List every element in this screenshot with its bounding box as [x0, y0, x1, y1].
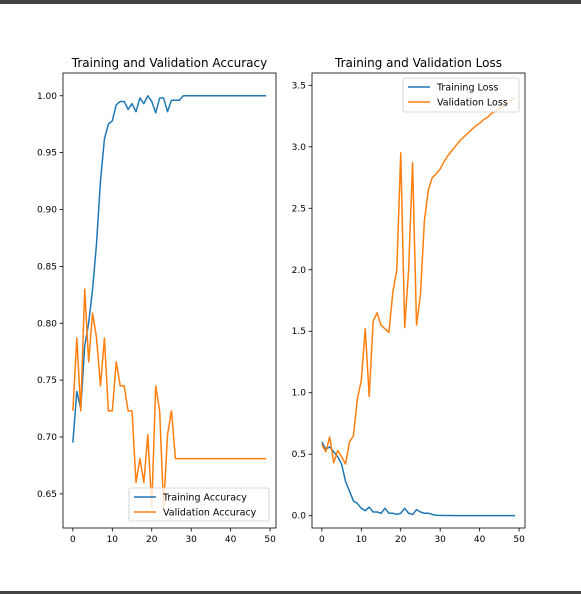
loss-plot-x-ticks: 0 10 20 30 40 50	[319, 528, 525, 545]
accuracy-y-tick-label-0: 0.65	[37, 490, 57, 500]
accuracy-y-tick-label-7: 1.00	[37, 92, 57, 102]
accuracy-plot-axes-frame	[62, 72, 277, 529]
accuracy-legend-box	[128, 487, 270, 522]
loss-series-line-0	[321, 441, 516, 517]
accuracy-y-tick-label-5: 0.90	[37, 206, 57, 216]
loss-y-tick-label-2: 1.0	[292, 389, 307, 399]
accuracy-x-tick-label-0: 0	[70, 535, 76, 545]
accuracy-plot-title: Training and Validation Accuracy	[71, 56, 267, 70]
accuracy-plot-x-ticks: 0 10 20 30 40 50	[70, 528, 276, 545]
accuracy-y-tick-label-4: 0.85	[37, 262, 57, 272]
loss-y-tick-label-6: 3.0	[292, 143, 307, 153]
accuracy-plot-lines	[72, 95, 267, 509]
loss-plot-title: Training and Validation Loss	[334, 56, 502, 70]
loss-y-tick-label-7: 3.5	[292, 81, 306, 91]
accuracy-plot-y-ticks: 0.65 0.70 0.75 0.80 0.85 0.90 0.95 1.00	[37, 92, 63, 500]
loss-x-tick-label-4: 40	[474, 535, 486, 545]
loss-x-tick-label-1: 10	[356, 535, 368, 545]
accuracy-y-tick-label-1: 0.70	[37, 433, 57, 443]
accuracy-series-line-1	[72, 288, 267, 509]
accuracy-x-tick-label-4: 40	[225, 535, 237, 545]
loss-plot-lines	[321, 96, 516, 517]
accuracy-x-tick-label-1: 10	[107, 535, 119, 545]
loss-y-tick-label-4: 2.0	[292, 266, 307, 276]
legend-label-training-accuracy: Training Accuracy	[162, 493, 247, 504]
loss-y-tick-label-3: 1.5	[292, 327, 306, 337]
loss-legend-box	[402, 77, 520, 113]
accuracy-x-tick-label-3: 30	[185, 535, 197, 545]
loss-y-tick-label-1: 0.5	[292, 450, 306, 460]
loss-x-tick-label-3: 30	[434, 535, 446, 545]
legend-label-validation-accuracy: Validation Accuracy	[163, 508, 257, 519]
window-bottom-border	[0, 591, 581, 594]
loss-x-tick-label-0: 0	[319, 535, 325, 545]
accuracy-x-tick-label-2: 20	[146, 535, 158, 545]
loss-x-tick-label-5: 50	[513, 535, 525, 545]
loss-series-line-1	[321, 96, 516, 465]
accuracy-series-line-0	[72, 95, 267, 443]
legend-label-validation-loss: Validation Loss	[437, 98, 508, 109]
loss-plot: Training and Validation Loss 0 10 20 30 40 50…	[292, 56, 526, 545]
accuracy-plot-legend: Training Accuracy Validation Accuracy	[128, 487, 270, 522]
loss-plot-y-ticks: 0.0 0.5 1.0 1.5 2.0 2.5 3.0 3.5	[292, 81, 312, 522]
loss-plot-axes-frame	[311, 72, 526, 529]
loss-y-tick-label-0: 0.0	[292, 512, 307, 522]
accuracy-y-tick-label-3: 0.80	[37, 319, 57, 329]
accuracy-plot: Training and Validation Accuracy 0 10 20 30…	[37, 56, 277, 545]
legend-label-training-loss: Training Loss	[436, 83, 498, 94]
loss-x-tick-label-2: 20	[395, 535, 407, 545]
loss-plot-legend: Training Loss Validation Loss	[402, 77, 520, 113]
loss-y-tick-label-5: 2.5	[292, 204, 306, 214]
window-top-border	[0, 0, 581, 4]
accuracy-x-tick-label-5: 50	[264, 535, 276, 545]
accuracy-y-tick-label-6: 0.95	[37, 149, 57, 159]
accuracy-y-tick-label-2: 0.75	[37, 376, 57, 386]
